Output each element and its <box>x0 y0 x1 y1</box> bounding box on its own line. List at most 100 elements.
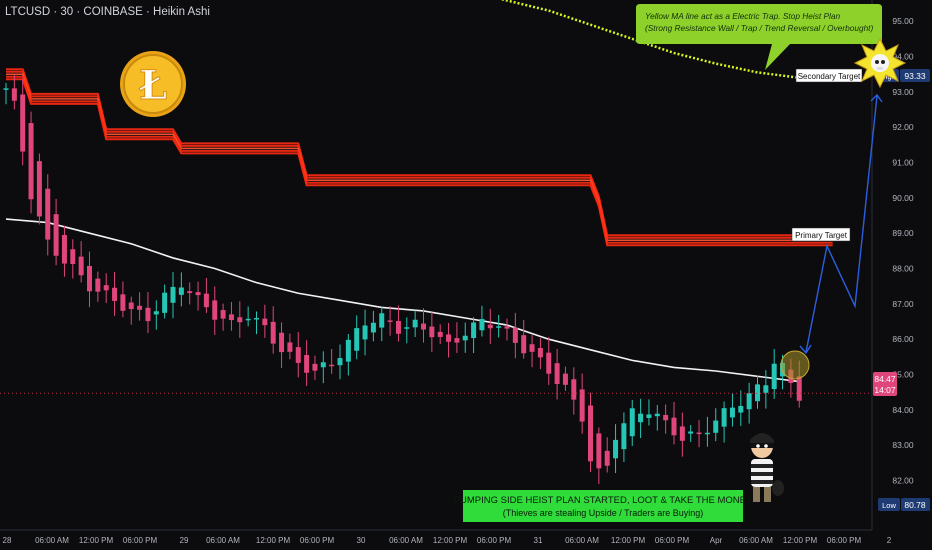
candle-body <box>3 88 9 90</box>
symbol-title[interactable]: LTCUSD · 30 · COINBASE · Heikin Ashi <box>5 6 210 18</box>
projection-arrow <box>799 93 883 355</box>
time-tick-label: 06:00 AM <box>35 536 69 545</box>
price-axis-bg <box>872 0 932 550</box>
candle-body <box>688 431 694 434</box>
current-price-label: 84.47 <box>874 374 896 384</box>
time-axis[interactable]: 28 06:00 AM 12:00 PM 06:00 PM 29 06:00 AM 12:0… <box>3 536 892 545</box>
trap-warning-callout: Yellow MA line act as a Electric Trap. S… <box>636 4 882 70</box>
time-tick-label: 06:00 AM <box>389 536 423 545</box>
candle-body <box>304 355 310 373</box>
candle-body <box>763 385 769 393</box>
candle-body <box>153 311 159 315</box>
candle-body <box>796 376 802 401</box>
skull-burst-icon <box>853 37 907 89</box>
candle-body <box>362 325 368 340</box>
candle-body <box>28 123 34 200</box>
candle-body <box>78 256 84 276</box>
candle-body <box>95 278 101 292</box>
banner-line-2: (Thieves are stealing Upside / Traders a… <box>503 508 704 518</box>
candle-body <box>654 413 660 417</box>
candle-body <box>771 363 777 390</box>
white-moving-average <box>5 218 800 383</box>
candle-body <box>663 414 669 421</box>
resistance-band-line <box>6 70 833 239</box>
candle-body <box>729 407 735 418</box>
candle-body <box>112 287 118 301</box>
time-tick-label: 06:00 PM <box>655 536 690 545</box>
candle-body <box>529 344 535 352</box>
candle-body <box>287 342 293 352</box>
time-tick-label: 2 <box>887 536 892 545</box>
low-label: Low <box>882 501 896 510</box>
candle-body <box>120 294 126 311</box>
low-price-tag: Low 80.78 <box>878 498 930 511</box>
price-tick-label: 89.00 <box>892 228 914 238</box>
time-tick-label: 06:00 AM <box>565 536 599 545</box>
candle-body <box>671 417 677 436</box>
time-tick-label: 30 <box>357 536 366 545</box>
price-tick-label: 90.00 <box>892 193 914 203</box>
svg-text:Ł: Ł <box>139 62 167 109</box>
candle-body <box>212 300 218 320</box>
candle-body <box>187 291 193 294</box>
candle-body <box>203 293 209 308</box>
candle-body <box>562 373 568 385</box>
time-tick-label: 12:00 PM <box>433 536 468 545</box>
primary-target-label: Primary Target <box>791 227 851 242</box>
candle-body <box>629 408 635 437</box>
heist-banner: PUMPING SIDE HEIST PLAN STARTED, LOOT & … <box>454 490 753 522</box>
candle-body <box>596 433 602 469</box>
callout-line-1: Yellow MA line act as a Electric Trap. S… <box>645 11 840 21</box>
time-tick-label: 12:00 PM <box>256 536 291 545</box>
candle-body <box>87 265 92 292</box>
candle-body <box>471 322 477 339</box>
candle-body <box>379 313 385 328</box>
price-tick-label: 88.00 <box>892 264 914 274</box>
candle-body <box>746 393 752 410</box>
candle-body <box>454 338 460 343</box>
candle-body <box>170 286 176 303</box>
resistance-band-line <box>6 78 833 247</box>
candle-body <box>262 318 268 326</box>
candle-body <box>329 364 335 367</box>
candle-body <box>679 426 685 441</box>
candle-body <box>721 408 727 427</box>
price-tick-label: 93.00 <box>892 87 914 97</box>
candle-body <box>53 214 59 256</box>
time-tick-label: 12:00 PM <box>79 536 114 545</box>
candle-body <box>504 326 510 329</box>
candle-body <box>228 314 234 321</box>
candle-body <box>354 328 360 351</box>
candle-body <box>446 334 452 342</box>
candle-body <box>496 326 502 328</box>
price-tick-label: 92.00 <box>892 122 914 132</box>
candle-body <box>11 88 17 101</box>
resistance-band-layer <box>6 68 833 247</box>
candle-body <box>412 319 418 328</box>
candle-body <box>429 326 435 338</box>
low-value: 80.78 <box>904 500 926 510</box>
candle-body <box>571 379 577 400</box>
price-tick-label: 94.00 <box>892 52 914 62</box>
candle-body <box>312 363 318 371</box>
candle-body <box>137 305 143 310</box>
candle-body <box>254 317 259 320</box>
candle-body <box>162 292 168 313</box>
candle-body <box>479 319 485 331</box>
candle-body <box>554 363 560 384</box>
time-tick-label: 12:00 PM <box>611 536 646 545</box>
candle-body <box>295 347 301 363</box>
candle-body <box>755 384 760 402</box>
price-tick-label: 85.00 <box>892 370 914 380</box>
candle-body <box>638 413 644 423</box>
time-tick-label: 29 <box>180 536 189 545</box>
time-tick-label: 06:00 PM <box>123 536 158 545</box>
callout-line-2: (Strong Resistance Wall / Trap / Trend R… <box>645 23 873 33</box>
candle-body <box>178 287 184 295</box>
price-axis[interactable]: 82.00 83.00 84.00 85.00 86.00 87.00 88.00 89.00… <box>892 16 914 485</box>
candle-body <box>487 324 493 329</box>
candle-body <box>128 302 134 310</box>
time-axis-bg <box>0 530 932 550</box>
candle-body <box>279 332 285 353</box>
